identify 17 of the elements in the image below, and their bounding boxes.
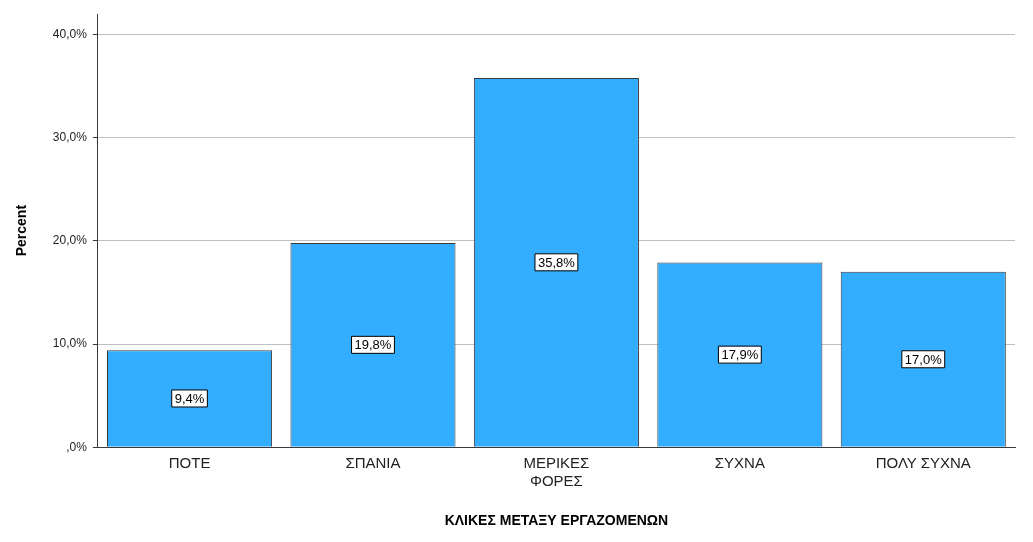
x-tick-label: ΠΟΤΕ bbox=[168, 454, 211, 472]
x-axis-title: ΚΛΙΚΕΣ ΜΕΤΑΞΥ ΕΡΓΑΖΟΜΕΝΩΝ bbox=[444, 512, 669, 529]
x-tick-label: ΜΕΡΙΚΕΣ ΦΟΡΕΣ bbox=[523, 454, 590, 490]
y-axis-title: Percent bbox=[13, 204, 30, 257]
x-tick-label: ΠΟΛΥ ΣΥΧΝΑ bbox=[875, 454, 971, 472]
y-tick-label: 10,0% bbox=[52, 336, 88, 351]
y-tick-label: 30,0% bbox=[52, 130, 88, 145]
y-tick-label: ,0% bbox=[66, 439, 88, 454]
x-tick-label: ΣΠΑΝΙΑ bbox=[345, 454, 401, 472]
data-label: 9,4% bbox=[174, 391, 205, 407]
data-label: 35,8% bbox=[537, 254, 576, 270]
data-label: 19,8% bbox=[354, 337, 392, 353]
x-tick-label: ΣΥΧΝΑ bbox=[714, 454, 765, 472]
data-label: 17,0% bbox=[904, 351, 943, 367]
data-label: 17,9% bbox=[721, 347, 759, 363]
y-tick-label: 40,0% bbox=[52, 26, 88, 41]
y-tick-label: 20,0% bbox=[52, 233, 88, 248]
